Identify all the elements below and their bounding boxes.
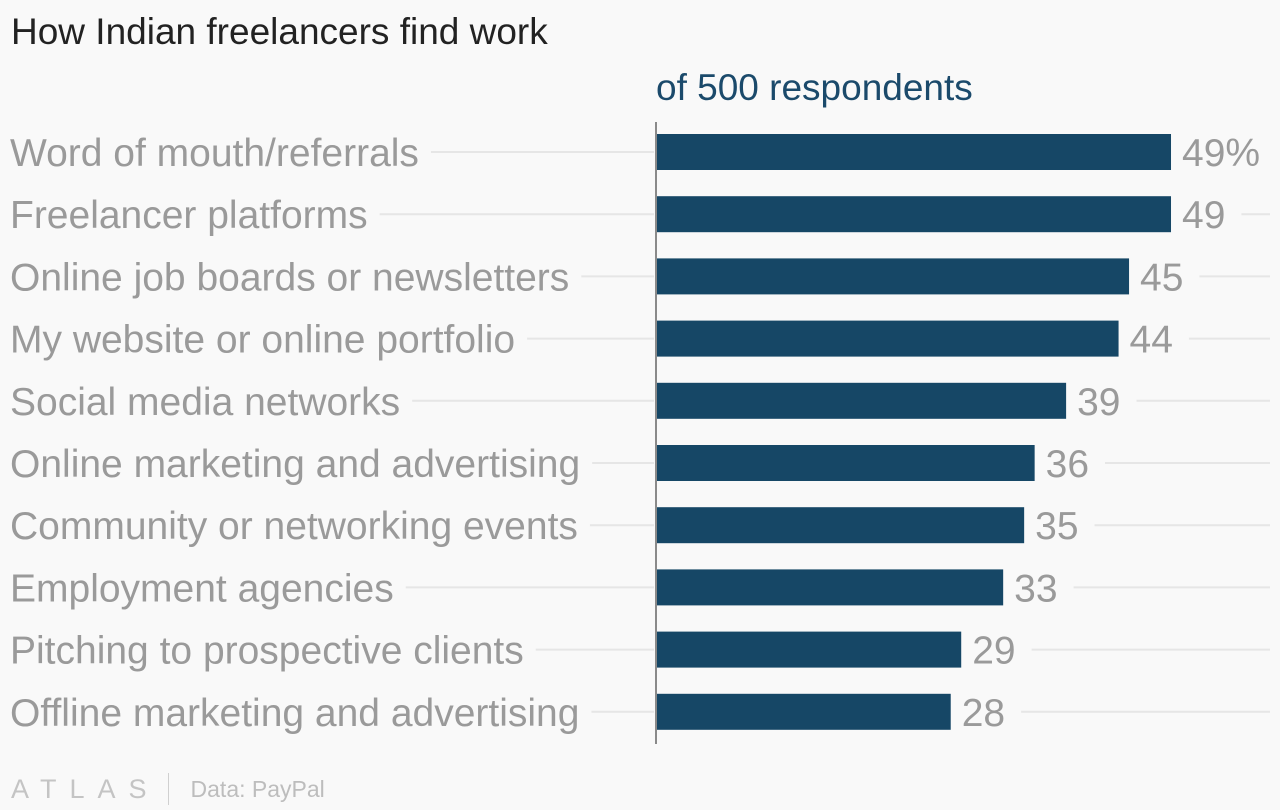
footer: ATLAS Data: PayPal xyxy=(11,772,325,806)
value-label: 39 xyxy=(1077,381,1120,424)
category-label: Social media networks xyxy=(10,381,400,424)
data-source: Data: PayPal xyxy=(190,775,325,802)
category-label: Employment agencies xyxy=(10,567,394,610)
bar xyxy=(657,445,1035,481)
bar xyxy=(657,382,1067,419)
value-label: 45 xyxy=(1140,256,1183,299)
category-label: Pitching to prospective clients xyxy=(10,630,524,673)
value-label: 44 xyxy=(1130,319,1173,362)
bar xyxy=(657,196,1172,233)
footer-divider xyxy=(167,773,169,805)
category-label: Offline marketing and advertising xyxy=(10,692,579,735)
value-label: 29 xyxy=(972,630,1015,673)
bar xyxy=(657,569,1004,606)
bar xyxy=(657,258,1130,295)
bar xyxy=(657,134,1172,170)
value-label: 49 xyxy=(1182,194,1225,237)
category-label: Online marketing and advertising xyxy=(10,443,580,486)
value-label: 33 xyxy=(1014,567,1057,610)
chart-title: How Indian freelancers find work xyxy=(11,11,548,52)
bar xyxy=(657,320,1119,357)
value-label: 28 xyxy=(962,692,1005,735)
atlas-logo: ATLAS xyxy=(11,773,160,804)
bar xyxy=(657,507,1025,544)
category-label: My website or online portfolio xyxy=(10,319,515,362)
category-label: Word of mouth/referrals xyxy=(10,132,419,175)
category-label: Online job boards or newsletters xyxy=(10,256,569,299)
category-label: Freelancer platforms xyxy=(10,194,368,237)
category-label: Community or networking events xyxy=(10,505,578,548)
value-label: 35 xyxy=(1035,505,1078,548)
bar xyxy=(657,631,962,668)
value-label: 49% xyxy=(1182,132,1260,175)
bar xyxy=(657,693,951,730)
chart-subtitle: of 500 respondents xyxy=(656,67,973,108)
value-label: 36 xyxy=(1046,443,1089,486)
